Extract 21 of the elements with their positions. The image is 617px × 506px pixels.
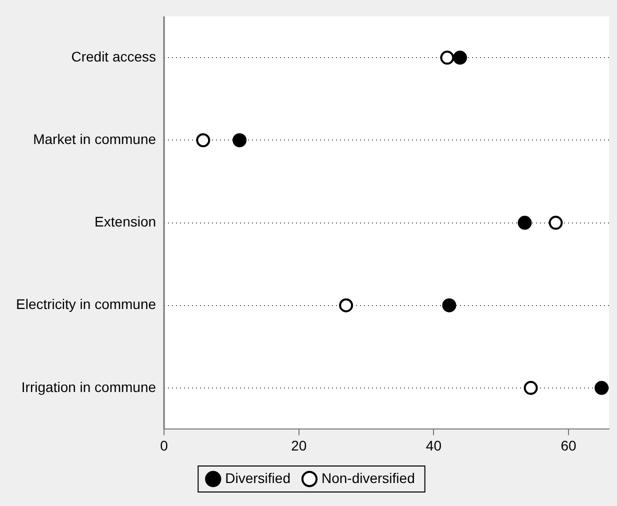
- point: [440, 50, 454, 65]
- point: [339, 298, 354, 312]
- y-tick-label: Irrigation in commune: [21, 378, 156, 395]
- y-tick-label: Market in commune: [33, 131, 156, 148]
- point: [453, 50, 468, 65]
- legend-label: Diversified: [225, 470, 290, 486]
- point: [196, 133, 210, 148]
- point: [594, 380, 609, 395]
- x-tick-label: 0: [160, 437, 168, 454]
- y-tick-label: Electricity in commune: [16, 296, 156, 312]
- x-tick-label: 60: [560, 437, 577, 454]
- point: [442, 298, 456, 312]
- point: [232, 133, 247, 148]
- x-tick-label: 20: [291, 437, 307, 454]
- x-tick-label: 40: [426, 437, 442, 454]
- legend-label: Non-diversified: [321, 470, 415, 486]
- point: [548, 216, 563, 230]
- point: [518, 216, 532, 230]
- y-tick-label: Credit access: [71, 48, 156, 65]
- point: [524, 380, 538, 395]
- y-tick-label: Extension: [94, 214, 156, 230]
